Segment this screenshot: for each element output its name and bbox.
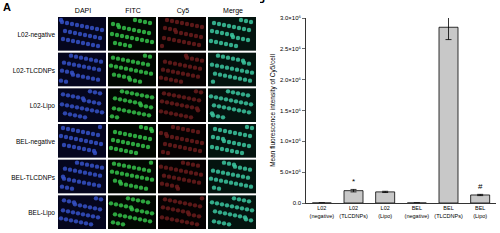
- svg-text:#: #: [478, 182, 483, 191]
- svg-text:L02(negative): L02(negative): [310, 205, 335, 218]
- svg-text:BEL(negative): BEL(negative): [405, 205, 430, 218]
- svg-text:FITC: FITC: [125, 7, 141, 14]
- svg-text:BEL-negative: BEL-negative: [16, 138, 55, 146]
- svg-text:L02-negative: L02-negative: [17, 31, 55, 39]
- svg-text:Mean fluorescence intensity of: Mean fluorescence intensity of Cy5/cell: [269, 54, 277, 167]
- svg-text:L02-Lipo: L02-Lipo: [30, 102, 56, 110]
- svg-text:BEL(Lipo): BEL(Lipo): [473, 205, 487, 218]
- svg-text:BEL(TLCDNPs): BEL(TLCDNPs): [434, 205, 463, 218]
- svg-text:1.0×10⁶: 1.0×10⁶: [280, 138, 302, 144]
- svg-text:Cy5: Cy5: [177, 7, 190, 15]
- svg-text:3.0×10⁶: 3.0×10⁶: [280, 15, 302, 21]
- svg-text:5.0×10⁵: 5.0×10⁵: [280, 169, 302, 175]
- svg-text:*: *: [352, 177, 355, 186]
- svg-text:2.0×10⁶: 2.0×10⁶: [280, 77, 302, 83]
- svg-text:BEL-Lipo: BEL-Lipo: [28, 209, 55, 217]
- svg-text:L02(Lipo): L02(Lipo): [378, 205, 392, 218]
- svg-text:1.5×10⁶: 1.5×10⁶: [280, 108, 302, 114]
- svg-text:BEL-TLCDNPs: BEL-TLCDNPs: [11, 174, 55, 181]
- svg-text:2.5×10⁶: 2.5×10⁶: [280, 46, 302, 52]
- svg-text:B: B: [260, 0, 265, 5]
- svg-text:L02-TLCDNPs: L02-TLCDNPs: [13, 67, 56, 74]
- svg-text:A: A: [3, 1, 11, 13]
- svg-text:0.0: 0.0: [293, 200, 302, 206]
- svg-text:L02(TLCDNPs): L02(TLCDNPs): [339, 205, 368, 218]
- svg-text:Merge: Merge: [223, 7, 243, 15]
- svg-text:DAPI: DAPI: [75, 7, 91, 14]
